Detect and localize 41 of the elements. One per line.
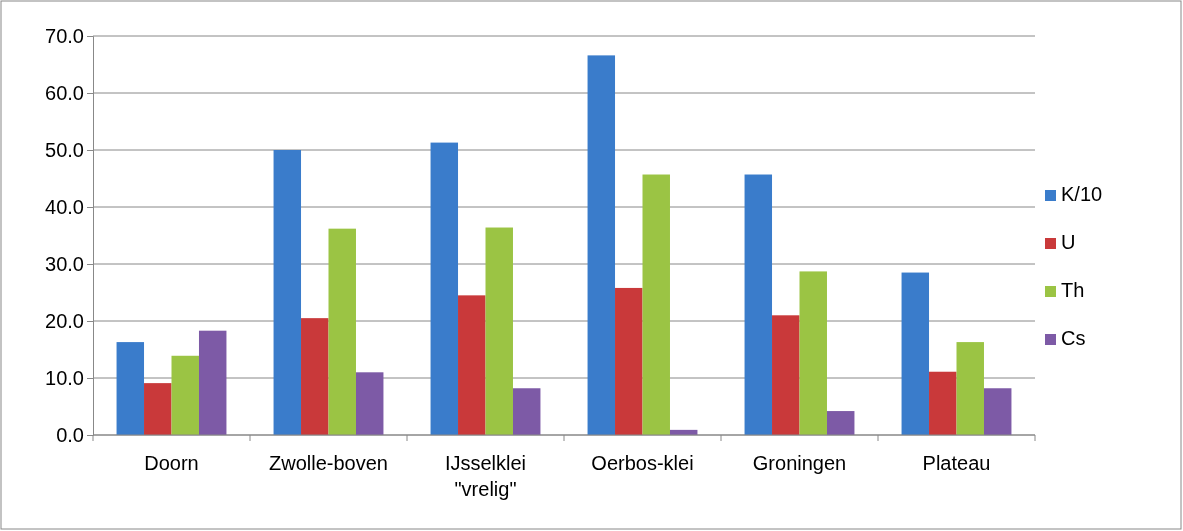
bar bbox=[615, 287, 643, 435]
bar bbox=[983, 388, 1012, 435]
bar bbox=[587, 55, 616, 435]
bar bbox=[744, 174, 773, 435]
x-tick-label: Zwolle-boven bbox=[269, 452, 388, 474]
bar bbox=[355, 372, 384, 435]
legend-label: Th bbox=[1061, 279, 1085, 301]
y-tick-label: 70.0 bbox=[45, 24, 84, 47]
x-tick-label: IJsselklei "vrelig" bbox=[444, 452, 527, 500]
y-tick-label: 50.0 bbox=[45, 138, 84, 161]
bar bbox=[273, 150, 302, 435]
bar bbox=[642, 174, 670, 435]
legend-label: K/10 bbox=[1061, 183, 1103, 205]
bar bbox=[458, 295, 486, 435]
bar bbox=[116, 342, 145, 435]
bar bbox=[956, 342, 984, 435]
bar bbox=[485, 227, 513, 435]
y-tick-label: 0.0 bbox=[56, 423, 84, 446]
x-tick-label: Plateau bbox=[922, 452, 991, 474]
bar bbox=[328, 228, 356, 435]
bar bbox=[772, 315, 800, 435]
bar bbox=[799, 271, 827, 435]
bar bbox=[171, 355, 199, 435]
x-tick-label: Groningen bbox=[752, 452, 847, 474]
bar bbox=[144, 383, 172, 435]
legend-label: U bbox=[1061, 231, 1076, 253]
bar bbox=[901, 272, 930, 435]
bar bbox=[826, 411, 855, 435]
y-tick-label: 40.0 bbox=[45, 195, 84, 218]
x-tick-label: Oerbos-klei bbox=[591, 452, 694, 474]
bar bbox=[512, 388, 541, 435]
x-tick-label: Doorn bbox=[144, 452, 199, 474]
y-tick-label: 60.0 bbox=[45, 81, 84, 104]
bar bbox=[430, 142, 459, 435]
bar bbox=[929, 371, 957, 435]
bar bbox=[198, 330, 227, 435]
y-tick-label: 30.0 bbox=[45, 252, 84, 275]
bar bbox=[301, 318, 329, 435]
y-tick-label: 10.0 bbox=[45, 366, 84, 389]
y-tick-label: 20.0 bbox=[45, 309, 84, 332]
legend-label: Cs bbox=[1061, 327, 1086, 349]
